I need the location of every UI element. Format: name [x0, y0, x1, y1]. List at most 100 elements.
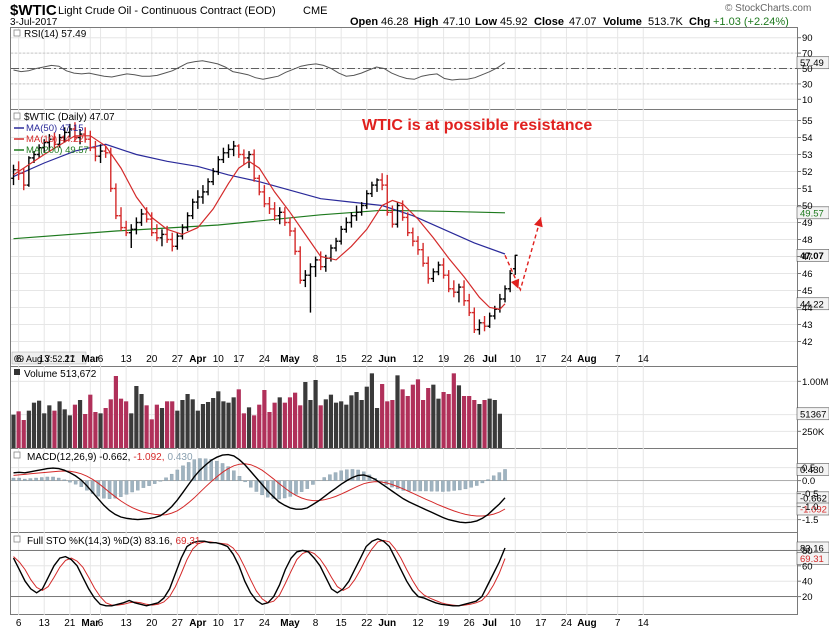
- volume-bar-41: [221, 401, 225, 448]
- macd-hist-77: [447, 481, 450, 492]
- volume-bar-93: [488, 399, 492, 448]
- volume-bar-87: [457, 385, 461, 448]
- volume-bar-52: [278, 397, 282, 448]
- rsi-tick-label-2: 50: [802, 64, 813, 75]
- close-value: 47.07: [569, 16, 597, 28]
- volume-bar-68: [360, 400, 364, 448]
- volume-bar-48: [257, 405, 261, 448]
- volume-bar-59: [313, 380, 317, 448]
- macd-label: MACD(12,26,9) -0.662,-1.092,0.430: [27, 452, 193, 463]
- volume-toggle-icon[interactable]: [14, 369, 20, 375]
- volume-bar-14: [83, 414, 87, 448]
- volume-bar-30: [165, 401, 169, 448]
- macd-hist-26: [159, 481, 162, 482]
- volume-bar-86: [452, 373, 456, 448]
- x-label-top-14: 15: [336, 354, 348, 365]
- macd-hist-29: [176, 470, 179, 481]
- macd-hist-55: [323, 477, 326, 480]
- x-label-top-3: Mar: [81, 354, 99, 365]
- x-label-top-24: Aug: [577, 354, 596, 365]
- x-label-top-9: 10: [213, 354, 225, 365]
- x-label-top-13: 8: [313, 354, 319, 365]
- volume-bar-46: [247, 407, 251, 448]
- volume-bar-71: [375, 408, 379, 448]
- price-tick-label-11: 44: [802, 303, 813, 314]
- x-label-bottom-1: 13: [39, 618, 51, 629]
- volume-bar-50: [267, 412, 271, 448]
- annotation-text: WTIC is at possible resistance: [362, 117, 592, 134]
- macd-hist-60: [351, 469, 354, 480]
- macd-tick-label-2: -0.5: [802, 489, 818, 500]
- volume-last-label: 51367: [800, 409, 826, 420]
- volume-bar-34: [185, 394, 189, 448]
- x-label-bottom-16: Jun: [378, 618, 396, 629]
- volume-label: Volume: [603, 16, 642, 28]
- x-label-top-25: 7: [615, 354, 621, 365]
- x-label-top-19: 26: [464, 354, 476, 365]
- macd-hist-79: [458, 481, 461, 490]
- rsi-toggle-icon[interactable]: [14, 30, 20, 36]
- open-value: 46.28: [381, 16, 409, 28]
- x-label-bottom-25: 7: [615, 618, 621, 629]
- price-tick-label-7: 48: [802, 235, 813, 246]
- macd-hist-43: [255, 481, 258, 492]
- rsi-tick-label-0: 90: [802, 33, 813, 44]
- macd-hist-5: [40, 477, 43, 480]
- rsi-tick-label-1: 70: [802, 49, 813, 60]
- volume-bar-26: [145, 405, 149, 448]
- x-label-top-20: Jul: [482, 354, 497, 365]
- legend-text-0: MA(50) 47.15: [26, 123, 84, 134]
- volume-bar-51: [273, 403, 277, 448]
- volume-bar-32: [175, 411, 179, 448]
- macd-hist-81: [470, 481, 473, 488]
- x-label-top-4: 6: [98, 354, 104, 365]
- price-tick-label-0: 55: [802, 116, 813, 127]
- chart-date: 3-Jul-2017: [10, 17, 58, 28]
- x-label-bottom-9: 10: [213, 618, 225, 629]
- rsi-label: RSI(14) 57.49: [24, 29, 87, 40]
- x-label-bottom-2: 21: [64, 618, 76, 629]
- macd-hist-24: [147, 481, 150, 486]
- price-tick-label-4: 51: [802, 184, 813, 195]
- low-value: 45.92: [500, 16, 528, 28]
- x-label-top-15: 22: [361, 354, 373, 365]
- macd-hist-76: [441, 481, 444, 492]
- macd-hist-39: [232, 471, 235, 481]
- macd-hist-53: [311, 481, 314, 485]
- macd-hist-7: [51, 477, 54, 481]
- x-label-bottom-22: 17: [535, 618, 547, 629]
- macd-hist-27: [164, 478, 167, 481]
- x-label-bottom-4: 6: [98, 618, 104, 629]
- macd-tick-label-1: 0.0: [802, 476, 815, 487]
- volume-bar-11: [68, 415, 72, 448]
- macd-toggle-icon[interactable]: [14, 452, 20, 458]
- volume-bar-3: [27, 411, 31, 448]
- macd-hist-78: [453, 481, 456, 491]
- volume-bar-35: [191, 399, 195, 448]
- macd-hist-49: [289, 481, 292, 497]
- x-label-top-22: 17: [535, 354, 547, 365]
- sto-tick-label-1: 60: [802, 561, 813, 572]
- macd-tick-label-3: -1.0: [802, 502, 818, 513]
- sto-toggle-icon[interactable]: [14, 536, 20, 542]
- sto-tick-label-0: 80: [802, 546, 813, 557]
- macd-hist-34: [204, 459, 207, 481]
- volume-bar-47: [252, 415, 256, 448]
- price-label: $WTIC (Daily) 47.07: [24, 112, 115, 123]
- volume-bar-88: [462, 396, 466, 448]
- price-toggle-icon[interactable]: [14, 113, 20, 119]
- volume-bar-1: [17, 411, 21, 448]
- chg-value: +1.03 (+2.24%): [713, 16, 789, 28]
- macd-hist-59: [345, 470, 348, 481]
- price-tick-label-8: 47: [802, 252, 813, 263]
- x-label-top-11: 24: [259, 354, 271, 365]
- volume-bar-40: [216, 391, 220, 448]
- price-tick-label-13: 42: [802, 337, 813, 348]
- volume-bar-17: [98, 413, 102, 448]
- low-label: Low: [475, 16, 497, 28]
